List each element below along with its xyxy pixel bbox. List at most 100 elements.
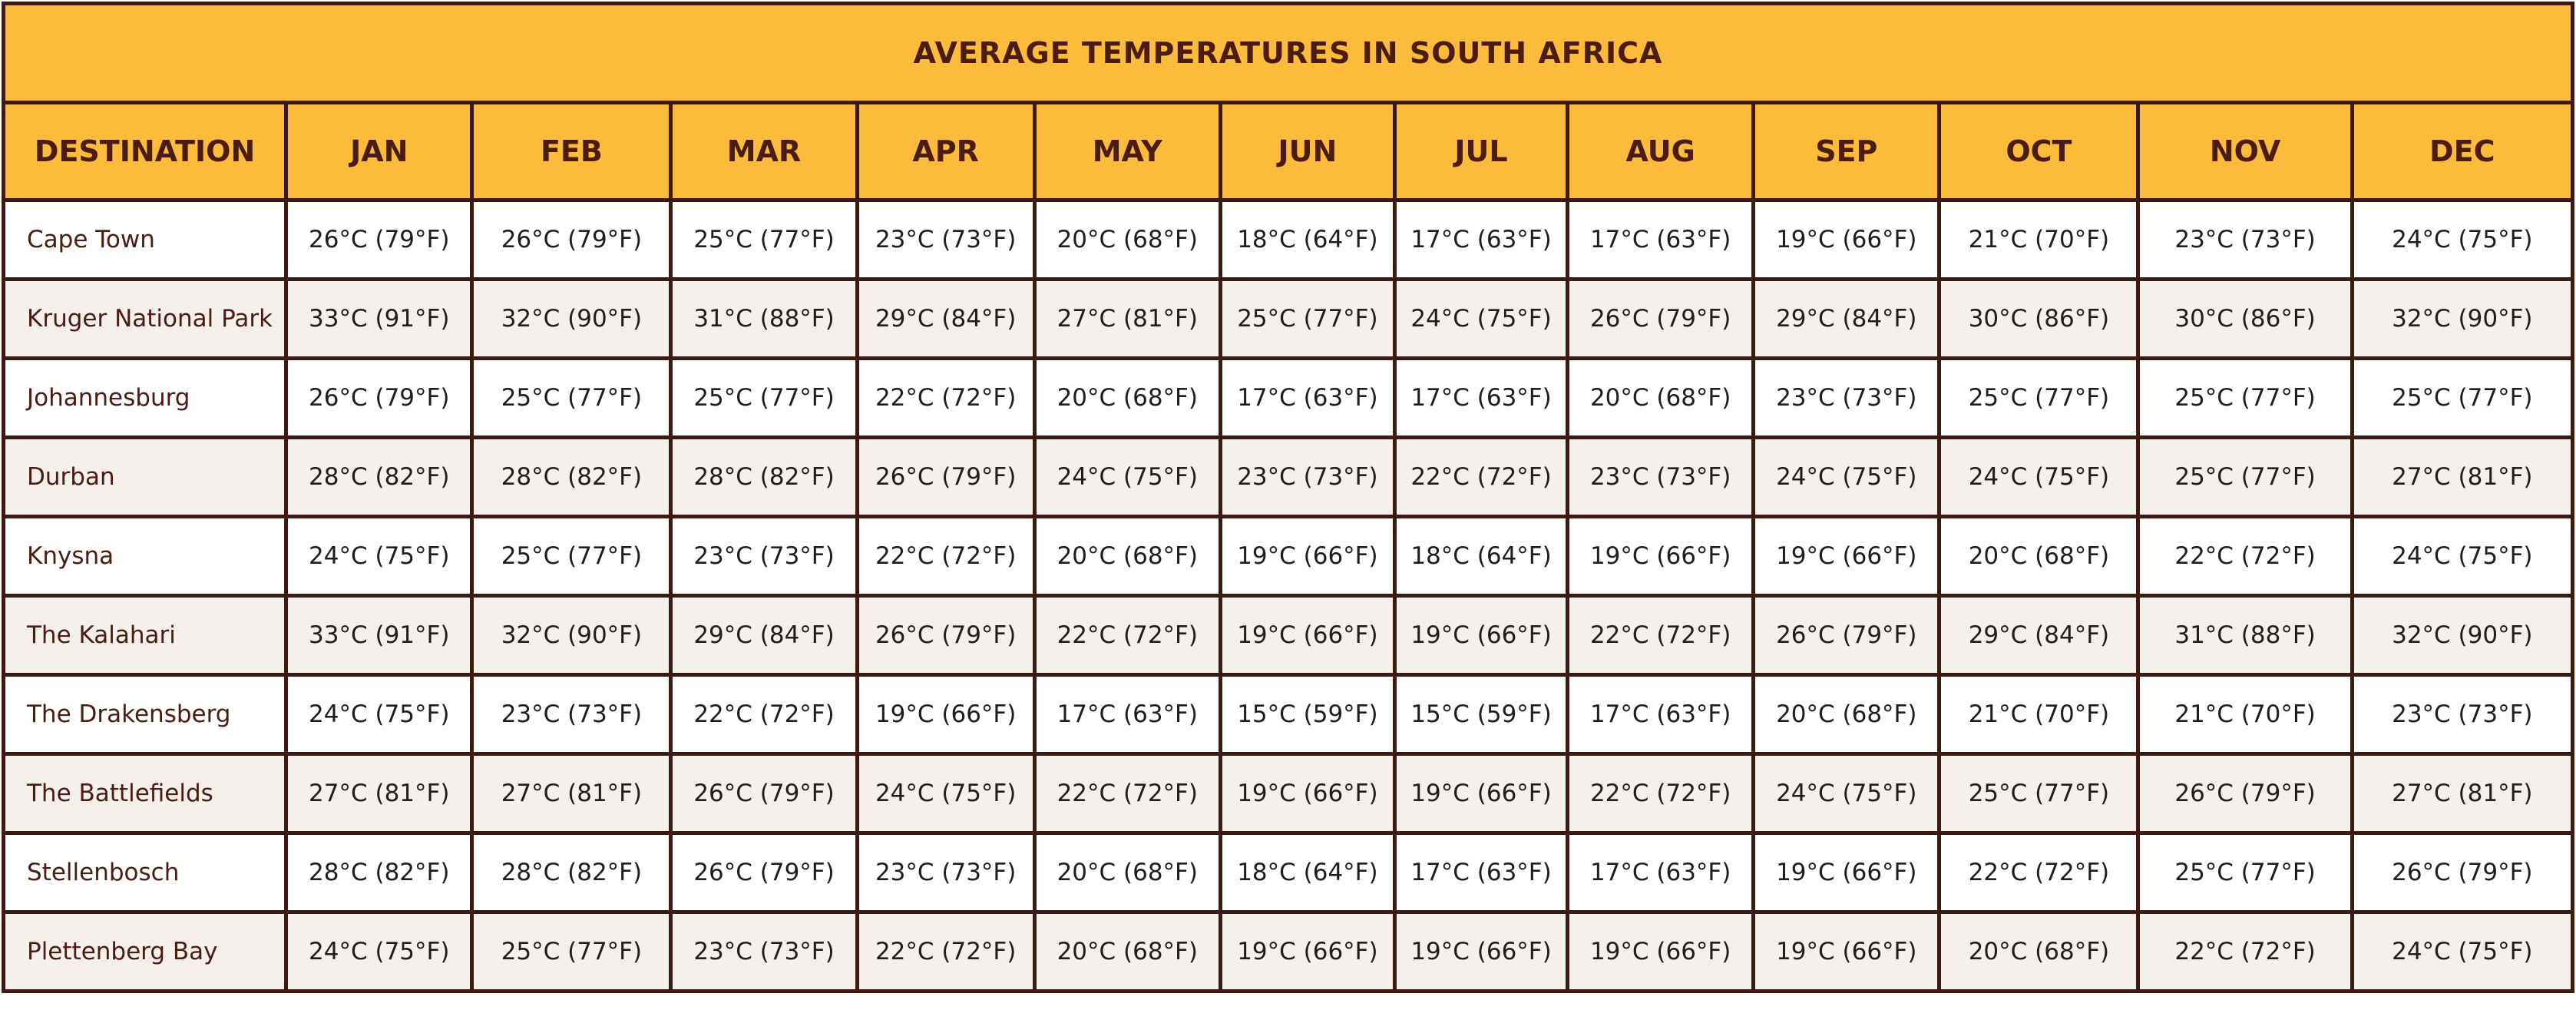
table-row: The Kalahari 33°C (91°F) 32°C (90°F) 29°C (… bbox=[1, 594, 2575, 677]
table-row: Durban 28°C (82°F) 28°C (82°F) 28°C (82°F) 2… bbox=[1, 435, 2575, 518]
temperature-cell: 22°C (72°F) bbox=[1032, 752, 1222, 835]
temperature-cell: 26°C (79°F) bbox=[855, 435, 1037, 518]
temperature-cell: 22°C (72°F) bbox=[2136, 515, 2354, 598]
destination-cell: The Drakensberg bbox=[1, 673, 289, 756]
temperature-cell: 20°C (68°F) bbox=[1937, 910, 2141, 993]
temperature-cell: 22°C (72°F) bbox=[1566, 752, 1756, 835]
temperature-cell: 25°C (77°F) bbox=[1218, 277, 1397, 360]
temperature-cell: 19°C (66°F) bbox=[1218, 515, 1397, 598]
temperature-cell: 17°C (63°F) bbox=[1392, 831, 1570, 914]
temperature-cell: 26°C (79°F) bbox=[470, 198, 673, 281]
temperature-cell: 25°C (77°F) bbox=[2136, 831, 2354, 914]
temperature-cell: 27°C (81°F) bbox=[1032, 277, 1222, 360]
temperature-cell: 19°C (66°F) bbox=[1218, 910, 1397, 993]
temperature-cell: 23°C (73°F) bbox=[1566, 435, 1756, 518]
temperature-cell: 21°C (70°F) bbox=[2136, 673, 2354, 756]
column-header: SEP bbox=[1751, 101, 1942, 202]
temperature-cell: 33°C (91°F) bbox=[284, 277, 475, 360]
destination-cell: Durban bbox=[1, 435, 289, 518]
column-header: MAR bbox=[669, 101, 859, 202]
temperature-cell: 22°C (72°F) bbox=[2136, 910, 2354, 993]
temperature-cell: 31°C (88°F) bbox=[669, 277, 859, 360]
temperature-cell: 19°C (66°F) bbox=[1392, 594, 1570, 677]
table-row: Johannesburg 26°C (79°F) 25°C (77°F) 25°C (… bbox=[1, 356, 2575, 439]
temperature-cell: 25°C (77°F) bbox=[470, 515, 673, 598]
destination-cell: Cape Town bbox=[1, 198, 289, 281]
temperature-cell: 20°C (68°F) bbox=[1937, 515, 2141, 598]
temperature-cell: 20°C (68°F) bbox=[1566, 356, 1756, 439]
temperature-cell: 24°C (75°F) bbox=[1751, 435, 1942, 518]
temperature-cell: 32°C (90°F) bbox=[470, 277, 673, 360]
destination-cell: The Kalahari bbox=[1, 594, 289, 677]
temperature-cell: 19°C (66°F) bbox=[1392, 910, 1570, 993]
table-row: Kruger National Park 33°C (91°F) 32°C (90°… bbox=[1, 277, 2575, 360]
temperature-cell: 32°C (90°F) bbox=[2349, 277, 2575, 360]
temperature-cell: 24°C (75°F) bbox=[1751, 752, 1942, 835]
temperature-cell: 17°C (63°F) bbox=[1218, 356, 1397, 439]
column-header: OCT bbox=[1937, 101, 2141, 202]
temperature-cell: 19°C (66°F) bbox=[1392, 752, 1570, 835]
temperature-cell: 21°C (70°F) bbox=[1937, 673, 2141, 756]
temperature-cell: 28°C (82°F) bbox=[284, 435, 475, 518]
column-header: JAN bbox=[284, 101, 475, 202]
column-header: JUN bbox=[1218, 101, 1397, 202]
temperature-cell: 26°C (79°F) bbox=[669, 752, 859, 835]
temperature-cell: 15°C (59°F) bbox=[1392, 673, 1570, 756]
temperature-cell: 20°C (68°F) bbox=[1032, 198, 1222, 281]
table-row: Stellenbosch 28°C (82°F) 28°C (82°F) 26°C (… bbox=[1, 831, 2575, 914]
temperature-cell: 22°C (72°F) bbox=[855, 356, 1037, 439]
temperature-cell: 27°C (81°F) bbox=[2349, 435, 2575, 518]
temperature-cell: 19°C (66°F) bbox=[1566, 515, 1756, 598]
temperature-cell: 27°C (81°F) bbox=[470, 752, 673, 835]
temperature-cell: 28°C (82°F) bbox=[284, 831, 475, 914]
temperature-cell: 17°C (63°F) bbox=[1566, 198, 1756, 281]
temperature-cell: 19°C (66°F) bbox=[1751, 515, 1942, 598]
temperature-cell: 28°C (82°F) bbox=[470, 831, 673, 914]
temperature-cell: 29°C (84°F) bbox=[1751, 277, 1942, 360]
temperature-cell: 26°C (79°F) bbox=[284, 356, 475, 439]
temperature-cell: 19°C (66°F) bbox=[1751, 910, 1942, 993]
temperature-cell: 20°C (68°F) bbox=[1032, 515, 1222, 598]
column-header: AUG bbox=[1566, 101, 1756, 202]
table-row: Plettenberg Bay 24°C (75°F) 25°C (77°F) 23°… bbox=[1, 910, 2575, 993]
temperature-cell: 26°C (79°F) bbox=[1751, 594, 1942, 677]
temperature-cell: 24°C (75°F) bbox=[2349, 910, 2575, 993]
temperature-cell: 25°C (77°F) bbox=[470, 356, 673, 439]
temperature-cell: 26°C (79°F) bbox=[669, 831, 859, 914]
temperature-cell: 28°C (82°F) bbox=[669, 435, 859, 518]
temperature-cell: 17°C (63°F) bbox=[1392, 356, 1570, 439]
temperature-cell: 25°C (77°F) bbox=[470, 910, 673, 993]
title-row: AVERAGE TEMPERATURES IN SOUTH AFRICA bbox=[2, 2, 2574, 104]
temperature-cell: 20°C (68°F) bbox=[1032, 831, 1222, 914]
table-body: Cape Town 26°C (79°F) 26°C (79°F) 25°C (77°… bbox=[1, 198, 2575, 993]
table-row: The Drakensberg 24°C (75°F) 23°C (73°F) 22°… bbox=[1, 673, 2575, 756]
temperature-cell: 23°C (73°F) bbox=[1218, 435, 1397, 518]
temperature-cell: 23°C (73°F) bbox=[669, 910, 859, 993]
temperature-cell: 23°C (73°F) bbox=[1751, 356, 1942, 439]
temperature-cell: 26°C (79°F) bbox=[1566, 277, 1756, 360]
temperature-cell: 26°C (79°F) bbox=[2349, 831, 2575, 914]
temperature-cell: 24°C (75°F) bbox=[1392, 277, 1570, 360]
temperature-cell: 18°C (64°F) bbox=[1218, 831, 1397, 914]
temperature-cell: 17°C (63°F) bbox=[1032, 673, 1222, 756]
temperature-cell: 19°C (66°F) bbox=[855, 673, 1037, 756]
column-header: APR bbox=[855, 101, 1037, 202]
temperature-cell: 17°C (63°F) bbox=[1392, 198, 1570, 281]
temperature-cell: 22°C (72°F) bbox=[1566, 594, 1756, 677]
temperature-cell: 22°C (72°F) bbox=[1392, 435, 1570, 518]
temperature-cell: 30°C (86°F) bbox=[1937, 277, 2141, 360]
temperature-cell: 25°C (77°F) bbox=[2136, 356, 2354, 439]
temperature-cell: 25°C (77°F) bbox=[1937, 356, 2141, 439]
temperature-cell: 25°C (77°F) bbox=[669, 198, 859, 281]
temperature-cell: 29°C (84°F) bbox=[855, 277, 1037, 360]
destination-cell: The Battlefields bbox=[1, 752, 289, 835]
temperature-cell: 24°C (75°F) bbox=[284, 910, 475, 993]
destination-cell: Stellenbosch bbox=[1, 831, 289, 914]
temperature-cell: 26°C (79°F) bbox=[855, 594, 1037, 677]
temperature-cell: 25°C (77°F) bbox=[2349, 356, 2575, 439]
temperature-cell: 23°C (73°F) bbox=[855, 198, 1037, 281]
temperature-cell: 22°C (72°F) bbox=[1032, 594, 1222, 677]
temperature-cell: 19°C (66°F) bbox=[1566, 910, 1756, 993]
temperature-cell: 27°C (81°F) bbox=[284, 752, 475, 835]
